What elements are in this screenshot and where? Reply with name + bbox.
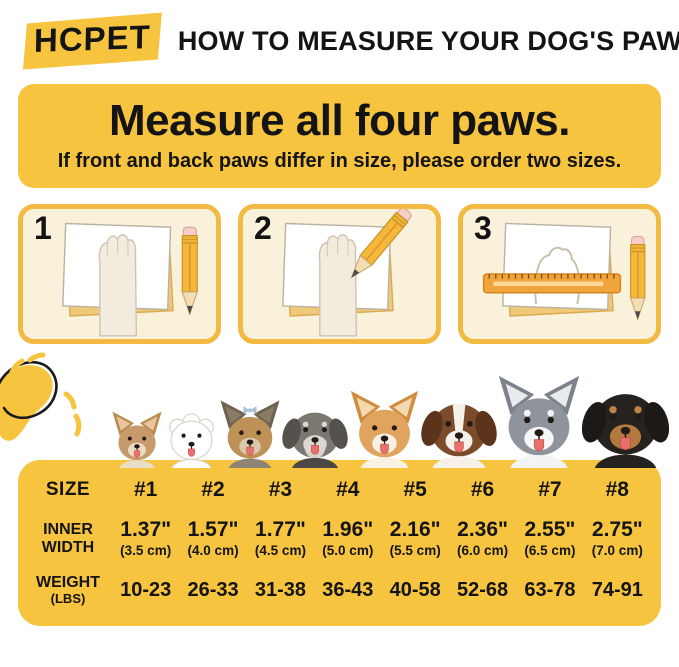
banner-subheading: If front and back paws differ in size, p…: [57, 150, 622, 172]
dog-icon-siberian-husky: [499, 375, 580, 468]
step-1-panel: 1: [18, 204, 221, 344]
size-chart: SIZE #1 #2 #3 #4 #5 #6 #7 #8 INNER WIDTH…: [18, 460, 661, 627]
dog-paw-icon: [98, 234, 138, 337]
weight-col-7: 63-78: [524, 578, 576, 601]
pencil-icon: [629, 235, 646, 321]
size-row: SIZE #1 #2 #3 #4 #5 #6 #7 #8: [24, 478, 651, 502]
size-col-6: #6: [470, 478, 495, 501]
inner-width-label-line1: INNER: [43, 520, 93, 538]
inner-width-col-1: 1.37" (3.5 cm): [120, 518, 172, 558]
size-label: SIZE: [45, 479, 91, 500]
inner-width-col-7: 2.55" (6.5 cm): [524, 518, 576, 558]
dog-icon-bichon-frise: [168, 413, 214, 468]
dog-size-lineup: [0, 350, 679, 468]
size-col-4: #4: [336, 478, 360, 501]
step-3-illustration: [482, 222, 646, 321]
dog-icon-rottweiler: [581, 394, 669, 468]
inner-width-col-3: 1.77" (4.5 cm): [254, 518, 306, 558]
step-2-panel: 2: [238, 204, 441, 344]
paper-stack-icon: [502, 222, 614, 317]
inner-width-col-6: 2.36" (6.0 cm): [457, 518, 509, 558]
size-col-8: #8: [605, 478, 629, 501]
weight-col-1: 10-23: [120, 578, 172, 601]
inner-width-row: INNER WIDTH 1.37" (3.5 cm) 1.57" (4.0 cm) …: [24, 519, 651, 558]
ruler-icon: [482, 273, 622, 294]
size-col-7: #7: [538, 478, 562, 501]
inner-width-label-line2: WIDTH: [41, 538, 95, 556]
size-col-3: #3: [268, 478, 293, 501]
dog-icon-yorkshire-terrier: [220, 400, 280, 468]
step-1-number: 1: [34, 210, 52, 246]
inner-width-col-4: 1.96" (5.0 cm): [322, 518, 374, 558]
measuring-steps: 1 2 3: [18, 204, 661, 344]
inner-width-col-8: 2.75" (7.0 cm): [591, 518, 643, 558]
pencil-icon: [181, 226, 199, 316]
step-3-number: 3: [474, 210, 492, 246]
dog-icon-chihuahua: [112, 411, 162, 468]
weight-col-5: 40-58: [389, 578, 441, 601]
header: HCPET HOW TO MEASURE YOUR DOG'S PAWS: [0, 0, 679, 72]
weight-label: WEIGHT (LBS): [24, 574, 112, 606]
dog-icon-australian-shepherd: [420, 403, 497, 468]
dog-paw-icon: [318, 234, 358, 337]
inner-width-label: INNER WIDTH: [24, 521, 112, 557]
page-title: HOW TO MEASURE YOUR DOG'S PAWS: [177, 25, 679, 56]
weight-col-6: 52-68: [456, 578, 509, 601]
weight-col-2: 26-33: [187, 578, 239, 601]
step-2-number: 2: [254, 210, 272, 246]
size-col-5: #5: [403, 478, 427, 501]
inner-width-col-2: 1.57" (4.0 cm): [187, 518, 239, 558]
inner-width-col-5: 2.16" (5.5 cm): [389, 518, 441, 558]
weight-col-3: 31-38: [254, 578, 307, 601]
dog-icon-shiba-inu: [350, 390, 418, 468]
paw-swoosh-doodle-icon: [0, 352, 82, 441]
banner-heading: Measure all four paws.: [109, 96, 570, 145]
brand-logo-text: HCPET: [33, 17, 152, 60]
brand-logo: HCPET: [21, 13, 164, 70]
weight-col-8: 74-91: [591, 578, 643, 601]
weight-col-4: 36-43: [322, 578, 374, 601]
dog-row: [112, 350, 679, 468]
banner: Measure all four paws. If front and back…: [18, 84, 661, 188]
size-col-1: #1: [134, 478, 158, 501]
weight-unit: (LBS): [50, 590, 86, 606]
dog-icon-miniature-schnauzer: [282, 412, 348, 468]
paw-outline-icon: [534, 246, 581, 305]
weight-label-text: WEIGHT: [36, 574, 100, 591]
step-1-illustration: [62, 222, 199, 337]
size-col-2: #2: [201, 478, 225, 501]
weight-row: WEIGHT (LBS) 10-23 26-33 31-38 36-43 40-…: [24, 574, 651, 606]
step-3-panel: 3: [458, 204, 661, 344]
step-2-illustration: [282, 209, 415, 337]
